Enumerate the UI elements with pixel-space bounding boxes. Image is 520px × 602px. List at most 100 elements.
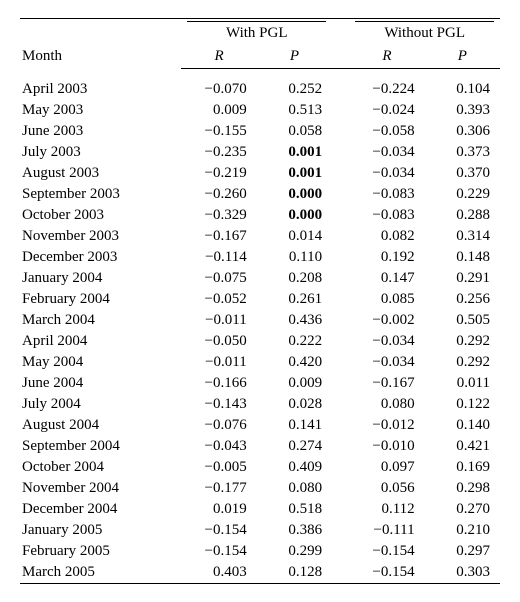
cell-month: November 2003	[20, 226, 181, 247]
cell-gap	[332, 121, 349, 142]
table-row: August 2004−0.0760.141−0.0120.140	[20, 415, 500, 436]
cell-with-p: 0.001	[257, 142, 332, 163]
cell-without-p: 0.104	[425, 79, 500, 100]
cell-month: June 2003	[20, 121, 181, 142]
cell-with-r: −0.154	[181, 520, 256, 541]
cell-month: March 2004	[20, 310, 181, 331]
cell-month: May 2004	[20, 352, 181, 373]
cell-without-r: −0.002	[349, 310, 424, 331]
table-row: October 2004−0.0050.4090.0970.169	[20, 457, 500, 478]
table-row: June 2003−0.1550.058−0.0580.306	[20, 121, 500, 142]
header-with-r: R	[181, 45, 256, 69]
cell-without-r: −0.034	[349, 352, 424, 373]
cell-without-p: 0.421	[425, 436, 500, 457]
cell-gap	[332, 373, 349, 394]
cell-with-p: 0.058	[257, 121, 332, 142]
table-row: November 2003−0.1670.0140.0820.314	[20, 226, 500, 247]
cell-without-p: 0.292	[425, 331, 500, 352]
table-row: December 2003−0.1140.1100.1920.148	[20, 247, 500, 268]
cell-without-r: −0.083	[349, 184, 424, 205]
cell-without-p: 0.393	[425, 100, 500, 121]
table-row: May 20030.0090.513−0.0240.393	[20, 100, 500, 121]
cell-month: December 2004	[20, 499, 181, 520]
cell-gap	[332, 247, 349, 268]
cell-with-r: −0.011	[181, 352, 256, 373]
correlation-table: Month With PGL Without PGL R P R P April…	[20, 18, 500, 584]
cell-without-r: 0.080	[349, 394, 424, 415]
cell-with-p: 0.001	[257, 163, 332, 184]
table-row: February 2005−0.1540.299−0.1540.297	[20, 541, 500, 562]
cell-with-p: 0.252	[257, 79, 332, 100]
cell-month: July 2004	[20, 394, 181, 415]
cell-gap	[332, 205, 349, 226]
cell-with-r: −0.166	[181, 373, 256, 394]
cell-without-r: −0.083	[349, 205, 424, 226]
cell-without-r: −0.058	[349, 121, 424, 142]
cell-with-p: 0.128	[257, 562, 332, 584]
cell-with-r: −0.005	[181, 457, 256, 478]
table-row: April 2003−0.0700.252−0.2240.104	[20, 79, 500, 100]
cell-without-p: 0.288	[425, 205, 500, 226]
header-group-without-pgl: Without PGL	[349, 19, 500, 46]
table-row: September 2003−0.2600.000−0.0830.229	[20, 184, 500, 205]
cell-gap	[332, 163, 349, 184]
cell-without-p: 0.270	[425, 499, 500, 520]
cell-month: January 2004	[20, 268, 181, 289]
cell-with-p: 0.409	[257, 457, 332, 478]
cell-month: September 2003	[20, 184, 181, 205]
cell-with-p: 0.000	[257, 205, 332, 226]
cell-with-p: 0.386	[257, 520, 332, 541]
cell-without-p: 0.306	[425, 121, 500, 142]
cell-month: March 2005	[20, 562, 181, 584]
cell-gap	[332, 184, 349, 205]
cell-with-r: −0.177	[181, 478, 256, 499]
cell-without-r: 0.147	[349, 268, 424, 289]
cell-with-r: −0.329	[181, 205, 256, 226]
table-row: May 2004−0.0110.420 −0.0340.292	[20, 352, 500, 373]
cell-without-r: −0.010	[349, 436, 424, 457]
cell-without-p: 0.303	[425, 562, 500, 584]
cell-with-p: 0.299	[257, 541, 332, 562]
cell-without-p: 0.314	[425, 226, 500, 247]
cell-without-r: −0.224	[349, 79, 424, 100]
cell-without-p: 0.505	[425, 310, 500, 331]
cell-without-r: 0.056	[349, 478, 424, 499]
cell-gap	[332, 352, 349, 373]
cell-month: February 2004	[20, 289, 181, 310]
cell-with-r: 0.403	[181, 562, 256, 584]
cell-gap	[332, 541, 349, 562]
cell-without-p: 0.140	[425, 415, 500, 436]
header-with-p: P	[257, 45, 332, 69]
header-without-r: R	[349, 45, 424, 69]
cell-gap	[332, 268, 349, 289]
table-row: September 2004−0.0430.274−0.0100.421	[20, 436, 500, 457]
cell-with-p: 0.420	[257, 352, 332, 373]
cell-month: August 2004	[20, 415, 181, 436]
table-row: January 2004−0.0750.2080.1470.291	[20, 268, 500, 289]
cell-with-p: 0.222	[257, 331, 332, 352]
cell-without-p: 0.291	[425, 268, 500, 289]
cell-without-p: 0.148	[425, 247, 500, 268]
table-row: November 2004−0.1770.0800.0560.298	[20, 478, 500, 499]
cell-without-r: −0.024	[349, 100, 424, 121]
cell-with-p: 0.141	[257, 415, 332, 436]
cell-with-r: −0.114	[181, 247, 256, 268]
table-row: October 2003−0.3290.000−0.0830.288	[20, 205, 500, 226]
cell-with-p: 0.110	[257, 247, 332, 268]
cell-with-p: 0.274	[257, 436, 332, 457]
cell-without-p: 0.122	[425, 394, 500, 415]
cell-month: May 2003	[20, 100, 181, 121]
cell-without-p: 0.298	[425, 478, 500, 499]
cell-with-r: −0.154	[181, 541, 256, 562]
cell-with-p: 0.028	[257, 394, 332, 415]
cell-with-r: −0.075	[181, 268, 256, 289]
cell-with-r: −0.167	[181, 226, 256, 247]
cell-without-p: 0.292	[425, 352, 500, 373]
cell-month: January 2005	[20, 520, 181, 541]
cell-with-r: −0.043	[181, 436, 256, 457]
cell-month: June 2004	[20, 373, 181, 394]
cell-gap	[332, 457, 349, 478]
cell-without-r: −0.034	[349, 331, 424, 352]
cell-month: November 2004	[20, 478, 181, 499]
cell-with-p: 0.014	[257, 226, 332, 247]
